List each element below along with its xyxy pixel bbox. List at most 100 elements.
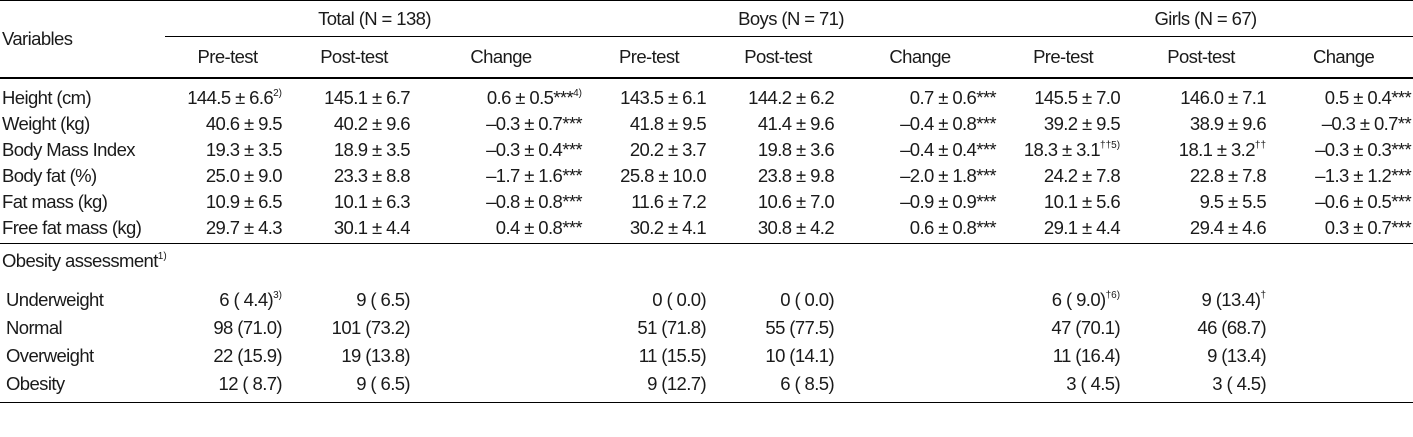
cell-value: 0.6 ± 0.8*** [909,217,997,238]
cell-value: 51 (71.8) [637,317,707,338]
cell-value: 11.6 ± 7.2 [631,191,707,212]
table-cell: 9 (13.4) [1128,342,1274,370]
row-label: Free fat mass (kg) [0,215,165,244]
subheader-change: Change [418,36,585,79]
table-cell: 41.8 ± 9.5 [584,111,714,137]
cell-value: 10 (14.1) [765,345,835,366]
cell-value: 30.8 ± 4.2 [757,217,835,238]
table-cell [418,278,584,314]
table-cell: 11 (16.4) [998,342,1128,370]
table-row: Body fat (%) 25.0 ± 9.0 23.3 ± 8.8 –1.7 ± 1… [0,163,1413,189]
table-cell: 145.5 ± 7.0 [998,78,1128,111]
cell-value: 98 (71.0) [213,317,282,338]
cell-footnote: 3) [273,289,282,301]
row-label: Underweight [6,289,104,310]
table-cell: 9.5 ± 5.5 [1128,189,1274,215]
cell-value: 29.4 ± 4.6 [1189,217,1267,238]
cell-value: 41.4 ± 9.6 [757,113,835,134]
obesity-title: Obesity assessment [2,250,158,271]
cell-footnote: †† [1254,139,1267,151]
cell-value: 143.5 ± 6.1 [620,87,707,108]
cell-footnote: † [1260,289,1267,301]
cell-value: 6 ( 9.0) [1051,289,1106,310]
cell-value: 41.8 ± 9.5 [629,113,707,134]
table-cell: 9 ( 6.5) [290,370,418,403]
table-cell: 23.8 ± 9.8 [714,163,842,189]
table-row: Underweight 6 ( 4.4)3) 9 ( 6.5) 0 ( 0.0) 0 (… [0,278,1413,314]
cell-value: 144.2 ± 6.2 [748,87,835,108]
table-cell: 0.6 ± 0.8*** [842,215,999,244]
cell-value: 3 ( 4.5) [1066,373,1121,394]
table-cell: 30.2 ± 4.1 [584,215,715,244]
cell-value: 46 (68.7) [1197,317,1267,338]
table-cell: 144.2 ± 6.2 [714,78,842,111]
cell-value: 0.4 ± 0.8*** [495,217,583,238]
table-row: Height (cm) 144.5 ± 6.62) 145.1 ± 6.7 0.6 ±… [0,78,1413,111]
cell-value: 9 (12.7) [647,373,707,394]
cell-value: 38.9 ± 9.6 [1189,113,1267,134]
cell-value: 145.5 ± 7.0 [1034,87,1121,108]
row-label: Overweight [6,345,94,366]
table-cell: 19.8 ± 3.6 [714,137,842,163]
table-cell: –1.3 ± 1.2*** [1274,163,1413,189]
cell-value: 19 (13.8) [341,345,410,366]
row-label: Body Mass Index [2,139,136,160]
table-cell: 0 ( 0.0) [714,278,842,314]
cell-value: 22.8 ± 7.8 [1189,165,1267,186]
row-label: Height (cm) [2,87,92,108]
cell-value: 6 ( 8.5) [780,373,835,394]
obesity-title-row: Obesity assessment1) [0,244,1413,279]
measurements-body: Height (cm) 144.5 ± 6.62) 145.1 ± 6.7 0.6 ±… [0,78,1413,244]
subheader-post-test: Post-test [714,36,843,79]
table-row: Fat mass (kg) 10.9 ± 6.5 10.1 ± 6.3 –0.8 ± … [0,189,1413,215]
subheader-pre-test: Pre-test [165,36,290,79]
table-cell: 30.1 ± 4.4 [290,215,418,244]
obesity-title-footnote: 1) [157,250,167,262]
table-cell: 101 (73.2) [290,314,418,342]
table-cell: 18.9 ± 3.5 [290,137,418,163]
cell-value: 39.2 ± 9.5 [1043,113,1121,134]
table-cell: 19.3 ± 3.5 [165,137,290,163]
cell-value: 144.5 ± 6.6 [187,87,274,108]
cell-value: –0.3 ± 0.7*** [486,113,583,134]
table-row: Weight (kg) 40.6 ± 9.5 40.2 ± 9.6 –0.3 ± 0.… [0,111,1413,137]
cell-value: 30.1 ± 4.4 [333,217,411,238]
table-cell: 6 ( 8.5) [714,370,843,403]
table-cell: 9 (12.7) [584,370,715,403]
cell-value: –0.9 ± 0.9*** [900,191,997,212]
cell-value: 18.3 ± 3.1 [1023,139,1101,160]
cell-value: –0.3 ± 0.7** [1321,113,1412,134]
variables-header: Variables [0,0,165,79]
table-cell [418,370,585,403]
table-cell: 3 ( 4.5) [1128,370,1275,403]
row-label: Body fat (%) [2,165,97,186]
table-cell: 0.6 ± 0.5***4) [418,78,584,111]
table-cell: 11 (15.5) [584,342,714,370]
cell-footnote: 2) [273,87,282,99]
cell-value: 19.8 ± 3.6 [757,139,835,160]
table-row: Overweight 22 (15.9) 19 (13.8) 11 (15.5) 10 … [0,342,1413,370]
table-cell: –2.0 ± 1.8*** [842,163,998,189]
table-cell: 41.4 ± 9.6 [714,111,842,137]
row-label: Normal [6,317,63,338]
table-cell: –0.3 ± 0.7** [1274,111,1413,137]
subheader-post-test: Post-test [1128,36,1275,79]
cell-value: –1.3 ± 1.2*** [1315,165,1412,186]
obesity-body: Obesity assessment1) Underweight 6 ( 4.4)… [0,244,1413,403]
table-cell [1274,342,1413,370]
subheader-change: Change [842,36,999,79]
table-cell: 18.3 ± 3.1††5) [998,137,1128,163]
table-cell: 47 (70.1) [998,314,1128,342]
cell-value: –2.0 ± 1.8*** [900,165,997,186]
cell-value: 10.1 ± 6.3 [333,191,411,212]
cell-value: 9 ( 6.5) [356,289,410,310]
cell-value: 29.7 ± 4.3 [205,217,283,238]
cell-value: 145.1 ± 6.7 [324,87,410,108]
table-cell: 46 (68.7) [1128,314,1274,342]
cell-value: 0.3 ± 0.7*** [1324,217,1412,238]
cell-footnote: †6) [1105,289,1121,301]
cell-value: –0.4 ± 0.4*** [900,139,997,160]
cell-value: 20.2 ± 3.7 [629,139,707,160]
cell-value: 0.6 ± 0.5*** [486,87,574,108]
cell-value: –1.7 ± 1.6*** [486,165,583,186]
